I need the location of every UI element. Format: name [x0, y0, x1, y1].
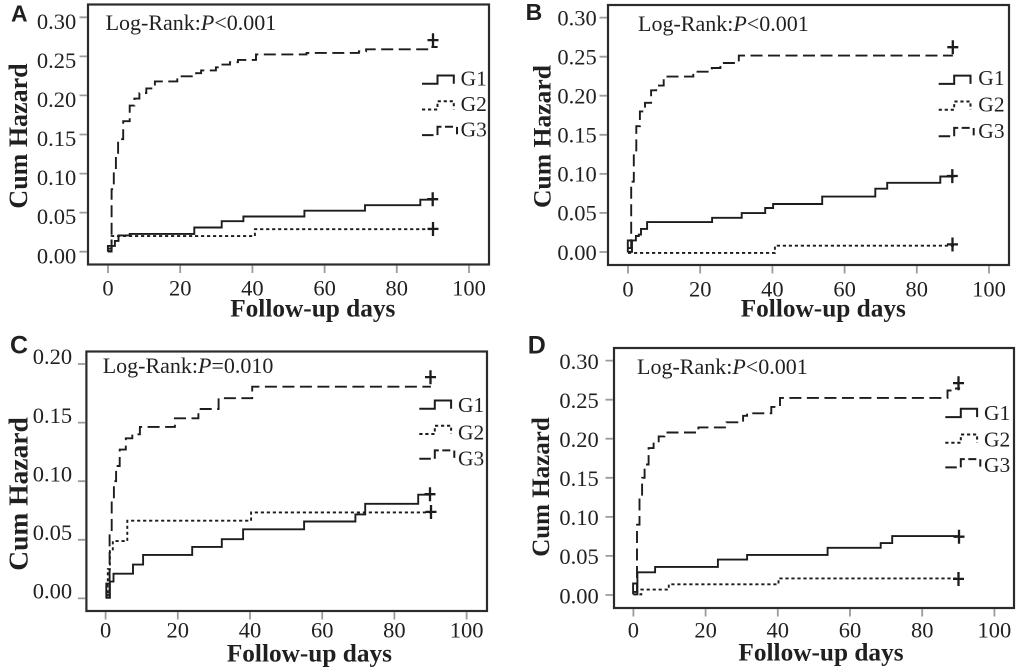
- svg-text:0.10: 0.10: [33, 461, 72, 486]
- svg-text:80: 80: [383, 618, 406, 643]
- svg-text:Log-Rank:P<0.001: Log-Rank:P<0.001: [638, 11, 809, 36]
- svg-text:0.30: 0.30: [557, 5, 596, 30]
- svg-text:Cum Hazard: Cum Hazard: [527, 65, 556, 208]
- svg-text:20: 20: [167, 618, 190, 643]
- svg-text:Log-Rank:P<0.001: Log-Rank:P<0.001: [637, 354, 808, 379]
- svg-text:100: 100: [978, 618, 1012, 643]
- svg-text:60: 60: [833, 276, 856, 301]
- svg-text:G3: G3: [458, 446, 484, 470]
- svg-text:0.10: 0.10: [557, 162, 596, 187]
- svg-text:0.25: 0.25: [557, 45, 596, 70]
- svg-text:Follow-up days: Follow-up days: [227, 640, 392, 668]
- svg-text:G1: G1: [984, 401, 1010, 425]
- svg-text:Follow-up days: Follow-up days: [741, 295, 906, 323]
- svg-text:B: B: [526, 0, 543, 25]
- svg-text:40: 40: [239, 618, 262, 643]
- svg-text:0.10: 0.10: [37, 165, 76, 190]
- svg-text:0.15: 0.15: [559, 466, 598, 491]
- svg-text:G1: G1: [978, 66, 1004, 90]
- svg-text:0.20: 0.20: [33, 344, 72, 369]
- svg-text:G2: G2: [458, 420, 484, 444]
- svg-text:60: 60: [313, 276, 336, 301]
- svg-text:100: 100: [972, 276, 1006, 301]
- svg-text:0.05: 0.05: [559, 544, 598, 569]
- svg-text:0.05: 0.05: [33, 520, 72, 545]
- svg-text:Cum Hazard: Cum Hazard: [528, 417, 555, 557]
- svg-text:0.20: 0.20: [557, 84, 596, 109]
- svg-text:G3: G3: [984, 453, 1010, 477]
- svg-text:0.30: 0.30: [559, 349, 598, 374]
- svg-text:Cum Hazard: Cum Hazard: [3, 417, 34, 571]
- svg-text:G3: G3: [461, 118, 487, 142]
- svg-text:100: 100: [450, 618, 484, 643]
- svg-text:Log-Rank:P=0.010: Log-Rank:P=0.010: [103, 353, 274, 378]
- svg-text:0.25: 0.25: [559, 388, 598, 413]
- svg-text:80: 80: [911, 618, 934, 643]
- svg-text:0.00: 0.00: [557, 240, 596, 265]
- svg-text:40: 40: [241, 276, 264, 301]
- svg-text:G2: G2: [461, 92, 487, 116]
- svg-text:40: 40: [767, 618, 790, 643]
- svg-text:80: 80: [906, 276, 929, 301]
- svg-text:0.30: 0.30: [37, 9, 76, 34]
- svg-text:100: 100: [452, 276, 486, 301]
- svg-text:0.00: 0.00: [37, 243, 76, 268]
- svg-text:G2: G2: [984, 428, 1010, 452]
- svg-text:0: 0: [628, 618, 639, 643]
- svg-text:G1: G1: [458, 393, 484, 417]
- svg-text:20: 20: [689, 276, 712, 301]
- svg-text:G3: G3: [978, 119, 1004, 143]
- svg-text:G1: G1: [461, 66, 487, 90]
- svg-text:20: 20: [694, 618, 717, 643]
- svg-text:80: 80: [386, 276, 409, 301]
- svg-text:Log-Rank:P<0.001: Log-Rank:P<0.001: [106, 10, 277, 35]
- svg-text:0.20: 0.20: [37, 87, 76, 112]
- svg-text:Follow-up days: Follow-up days: [738, 639, 903, 667]
- svg-text:0.15: 0.15: [557, 123, 596, 148]
- svg-text:0.20: 0.20: [559, 427, 598, 452]
- svg-text:60: 60: [311, 618, 334, 643]
- svg-text:0.05: 0.05: [557, 201, 596, 226]
- svg-text:0: 0: [622, 276, 633, 301]
- svg-text:D: D: [528, 332, 546, 360]
- svg-text:0.00: 0.00: [33, 579, 72, 604]
- svg-text:Cum Hazard: Cum Hazard: [4, 63, 33, 209]
- svg-text:60: 60: [839, 618, 862, 643]
- svg-text:Follow-up days: Follow-up days: [230, 295, 395, 323]
- svg-text:0.15: 0.15: [37, 126, 76, 151]
- svg-text:0.05: 0.05: [37, 204, 76, 229]
- svg-text:A: A: [11, 0, 28, 26]
- svg-text:G2: G2: [978, 92, 1004, 116]
- svg-text:0.25: 0.25: [37, 48, 76, 73]
- svg-text:0.10: 0.10: [559, 505, 598, 530]
- svg-text:0.00: 0.00: [559, 583, 598, 608]
- svg-text:0: 0: [100, 618, 111, 643]
- svg-text:20: 20: [169, 276, 192, 301]
- svg-text:C: C: [10, 332, 28, 360]
- svg-text:0: 0: [102, 276, 113, 301]
- svg-text:0.15: 0.15: [33, 403, 72, 428]
- svg-text:40: 40: [761, 276, 784, 301]
